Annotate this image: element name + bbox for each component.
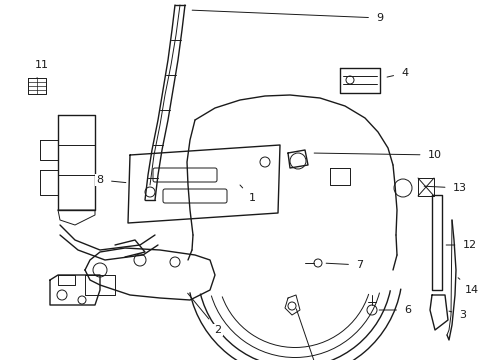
Text: 8: 8 [96,175,125,185]
FancyBboxPatch shape [163,189,226,203]
Text: 11: 11 [35,60,49,78]
Text: 10: 10 [313,150,441,160]
Text: 5: 5 [296,309,328,360]
Text: 9: 9 [192,10,383,23]
Text: 7: 7 [325,260,363,270]
Text: 12: 12 [445,240,476,250]
Text: 1: 1 [240,185,255,203]
Text: 13: 13 [423,183,466,193]
Text: 14: 14 [457,278,478,295]
Text: 4: 4 [386,68,408,78]
FancyBboxPatch shape [153,168,217,182]
Text: 2: 2 [187,293,221,335]
Text: 3: 3 [448,310,466,320]
Text: 6: 6 [378,305,411,315]
